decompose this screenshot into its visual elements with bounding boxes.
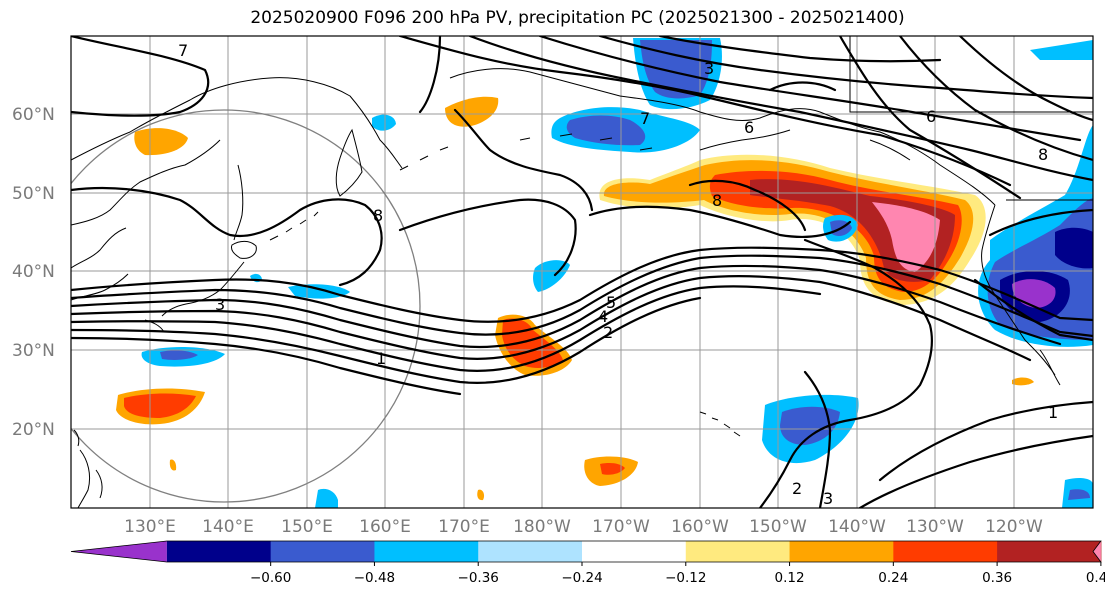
contour-label-group: 7 3 7 6 8 8 6 8 5 4 3 2 1 2 3 1: [178, 41, 1058, 508]
lon-label: 140°W: [828, 517, 886, 537]
colorbar-segment: [166, 541, 272, 562]
colorbar-segment: [997, 541, 1102, 562]
lon-label: 130°W: [906, 517, 964, 537]
colorbar-segment: [685, 541, 791, 562]
pv-contours: [71, 36, 1093, 508]
contour-label: 7: [640, 109, 650, 128]
contour-label: 6: [926, 107, 936, 126]
longitude-axis: 130°E 140°E 150°E 160°E 170°E 180°W 170°…: [124, 517, 1043, 537]
colorbar-tick-label: −0.12: [665, 570, 706, 586]
lon-label: 150°W: [749, 517, 807, 537]
contour-label: 1: [1048, 403, 1058, 422]
contour-label: 1: [376, 349, 386, 368]
colorbar-tick-label: −0.60: [250, 570, 291, 586]
map-border: [70, 35, 1094, 509]
colorbar-outline: [70, 540, 1102, 563]
map-title: 2025020900 F096 200 hPa PV, precipitatio…: [250, 8, 905, 28]
colorbar-tick-label: −0.36: [458, 570, 499, 586]
colorbar-tick-label: −0.48: [354, 570, 395, 586]
lon-label: 160°W: [671, 517, 729, 537]
lon-label: 140°E: [202, 517, 254, 537]
colorbar-extend-min: [71, 541, 167, 562]
lat-label: 50°N: [12, 184, 55, 204]
colorbar-segment: [478, 541, 583, 562]
contour-label: 2: [792, 479, 802, 498]
focus-circle: [71, 109, 421, 503]
colorbar-segment: [582, 541, 687, 562]
colorbar-tick-label: 0.12: [775, 570, 805, 586]
contour-label: 8: [373, 206, 383, 225]
contour-label: 7: [178, 41, 188, 60]
latitude-axis: 60°N 50°N 40°N 30°N 20°N: [12, 105, 55, 440]
contour-label: 4: [598, 307, 608, 326]
contour-label: 8: [1038, 145, 1048, 164]
colorbar-segment: [270, 541, 375, 562]
lat-label: 40°N: [12, 262, 55, 282]
contour-label: 3: [823, 489, 833, 508]
lon-label: 130°E: [124, 517, 176, 537]
lat-label: 30°N: [12, 341, 55, 361]
lon-label: 150°E: [281, 517, 333, 537]
colorbar-segment: [789, 541, 894, 562]
contour-label: 3: [704, 59, 714, 78]
lon-label: 160°E: [359, 517, 411, 537]
lat-label: 20°N: [12, 420, 55, 440]
lon-label: 170°W: [592, 517, 650, 537]
lon-label: 120°W: [985, 517, 1043, 537]
colorbar-tick-label: −0.24: [561, 570, 602, 586]
colorbar-tick-label: 0.24: [878, 570, 908, 586]
colorbar-segment: [893, 541, 998, 562]
lat-label: 60°N: [12, 105, 55, 125]
colorbar-extend-max: [1093, 541, 1101, 562]
lon-label: 180°W: [513, 517, 571, 537]
colorbar-tick-label: 0.36: [982, 570, 1012, 586]
colorbar-tick-label: 0.48: [1086, 570, 1105, 586]
colorbar: −0.60 −0.48 −0.36 −0.24 −0.12 0.12 0.24 0.36 0.4…: [70, 540, 1105, 586]
lon-label: 170°E: [438, 517, 490, 537]
contour-label: 2: [603, 323, 613, 342]
contour-label: 5: [606, 293, 616, 312]
colorbar-segment: [374, 541, 479, 562]
contour-label: 6: [744, 118, 754, 137]
contour-label: 8: [712, 191, 722, 210]
contour-label: 3: [215, 295, 225, 314]
